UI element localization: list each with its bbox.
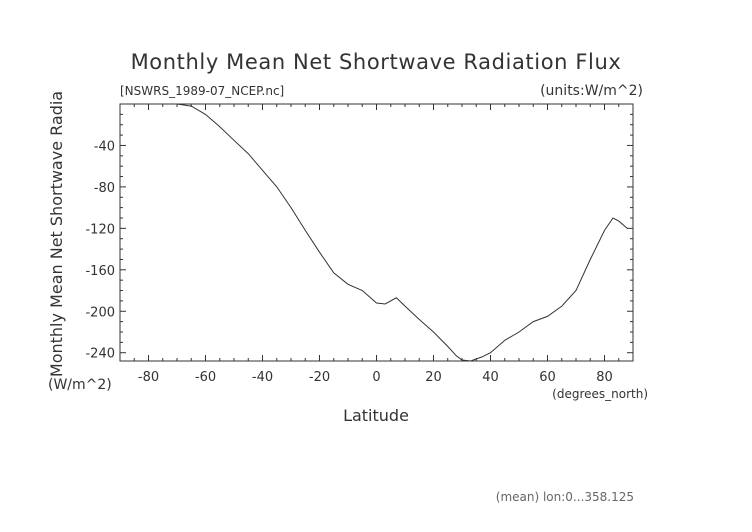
footer-note: (mean) lon:0...358.125 (496, 490, 634, 504)
x-ticks (133, 104, 620, 361)
x-tick-label: 40 (482, 370, 499, 385)
y-axis-label: Monthly Mean Net Shortwave Radia (47, 91, 66, 377)
y-tick-label: -80 (94, 181, 115, 196)
x-tick-label: -20 (309, 370, 330, 385)
y-tick-label: -200 (85, 305, 115, 320)
x-axis-unit: (degrees_north) (552, 387, 648, 401)
x-tick-label: -40 (252, 370, 273, 385)
chart-subtitle-file: [NSWRS_1989-07_NCEP.nc] (120, 84, 284, 98)
y-axis-unit: (W/m^2) (48, 377, 112, 393)
x-tick-label: -60 (195, 370, 216, 385)
x-tick-label: 80 (596, 370, 613, 385)
x-tick-labels: -80 -60 -40 -20 0 20 40 60 80 (138, 370, 613, 385)
y-tick-labels: -40 -80 -120 -160 -200 -240 (85, 139, 115, 361)
series-line (162, 103, 628, 362)
chart-subtitle-units: (units:W/m^2) (540, 83, 643, 99)
plot-frame (119, 103, 634, 362)
y-ticks (120, 113, 633, 354)
x-tick-label: -80 (138, 370, 159, 385)
chart-title: Monthly Mean Net Shortwave Radiation Flu… (131, 50, 622, 74)
y-tick-label: -160 (85, 264, 115, 279)
x-axis-label: Latitude (343, 406, 409, 425)
y-tick-label: -40 (94, 139, 115, 154)
y-tick-label: -240 (85, 347, 115, 362)
y-tick-label: -120 (85, 222, 115, 237)
x-tick-label: 20 (425, 370, 442, 385)
x-tick-label: 60 (539, 370, 556, 385)
x-tick-label: 0 (372, 370, 380, 385)
